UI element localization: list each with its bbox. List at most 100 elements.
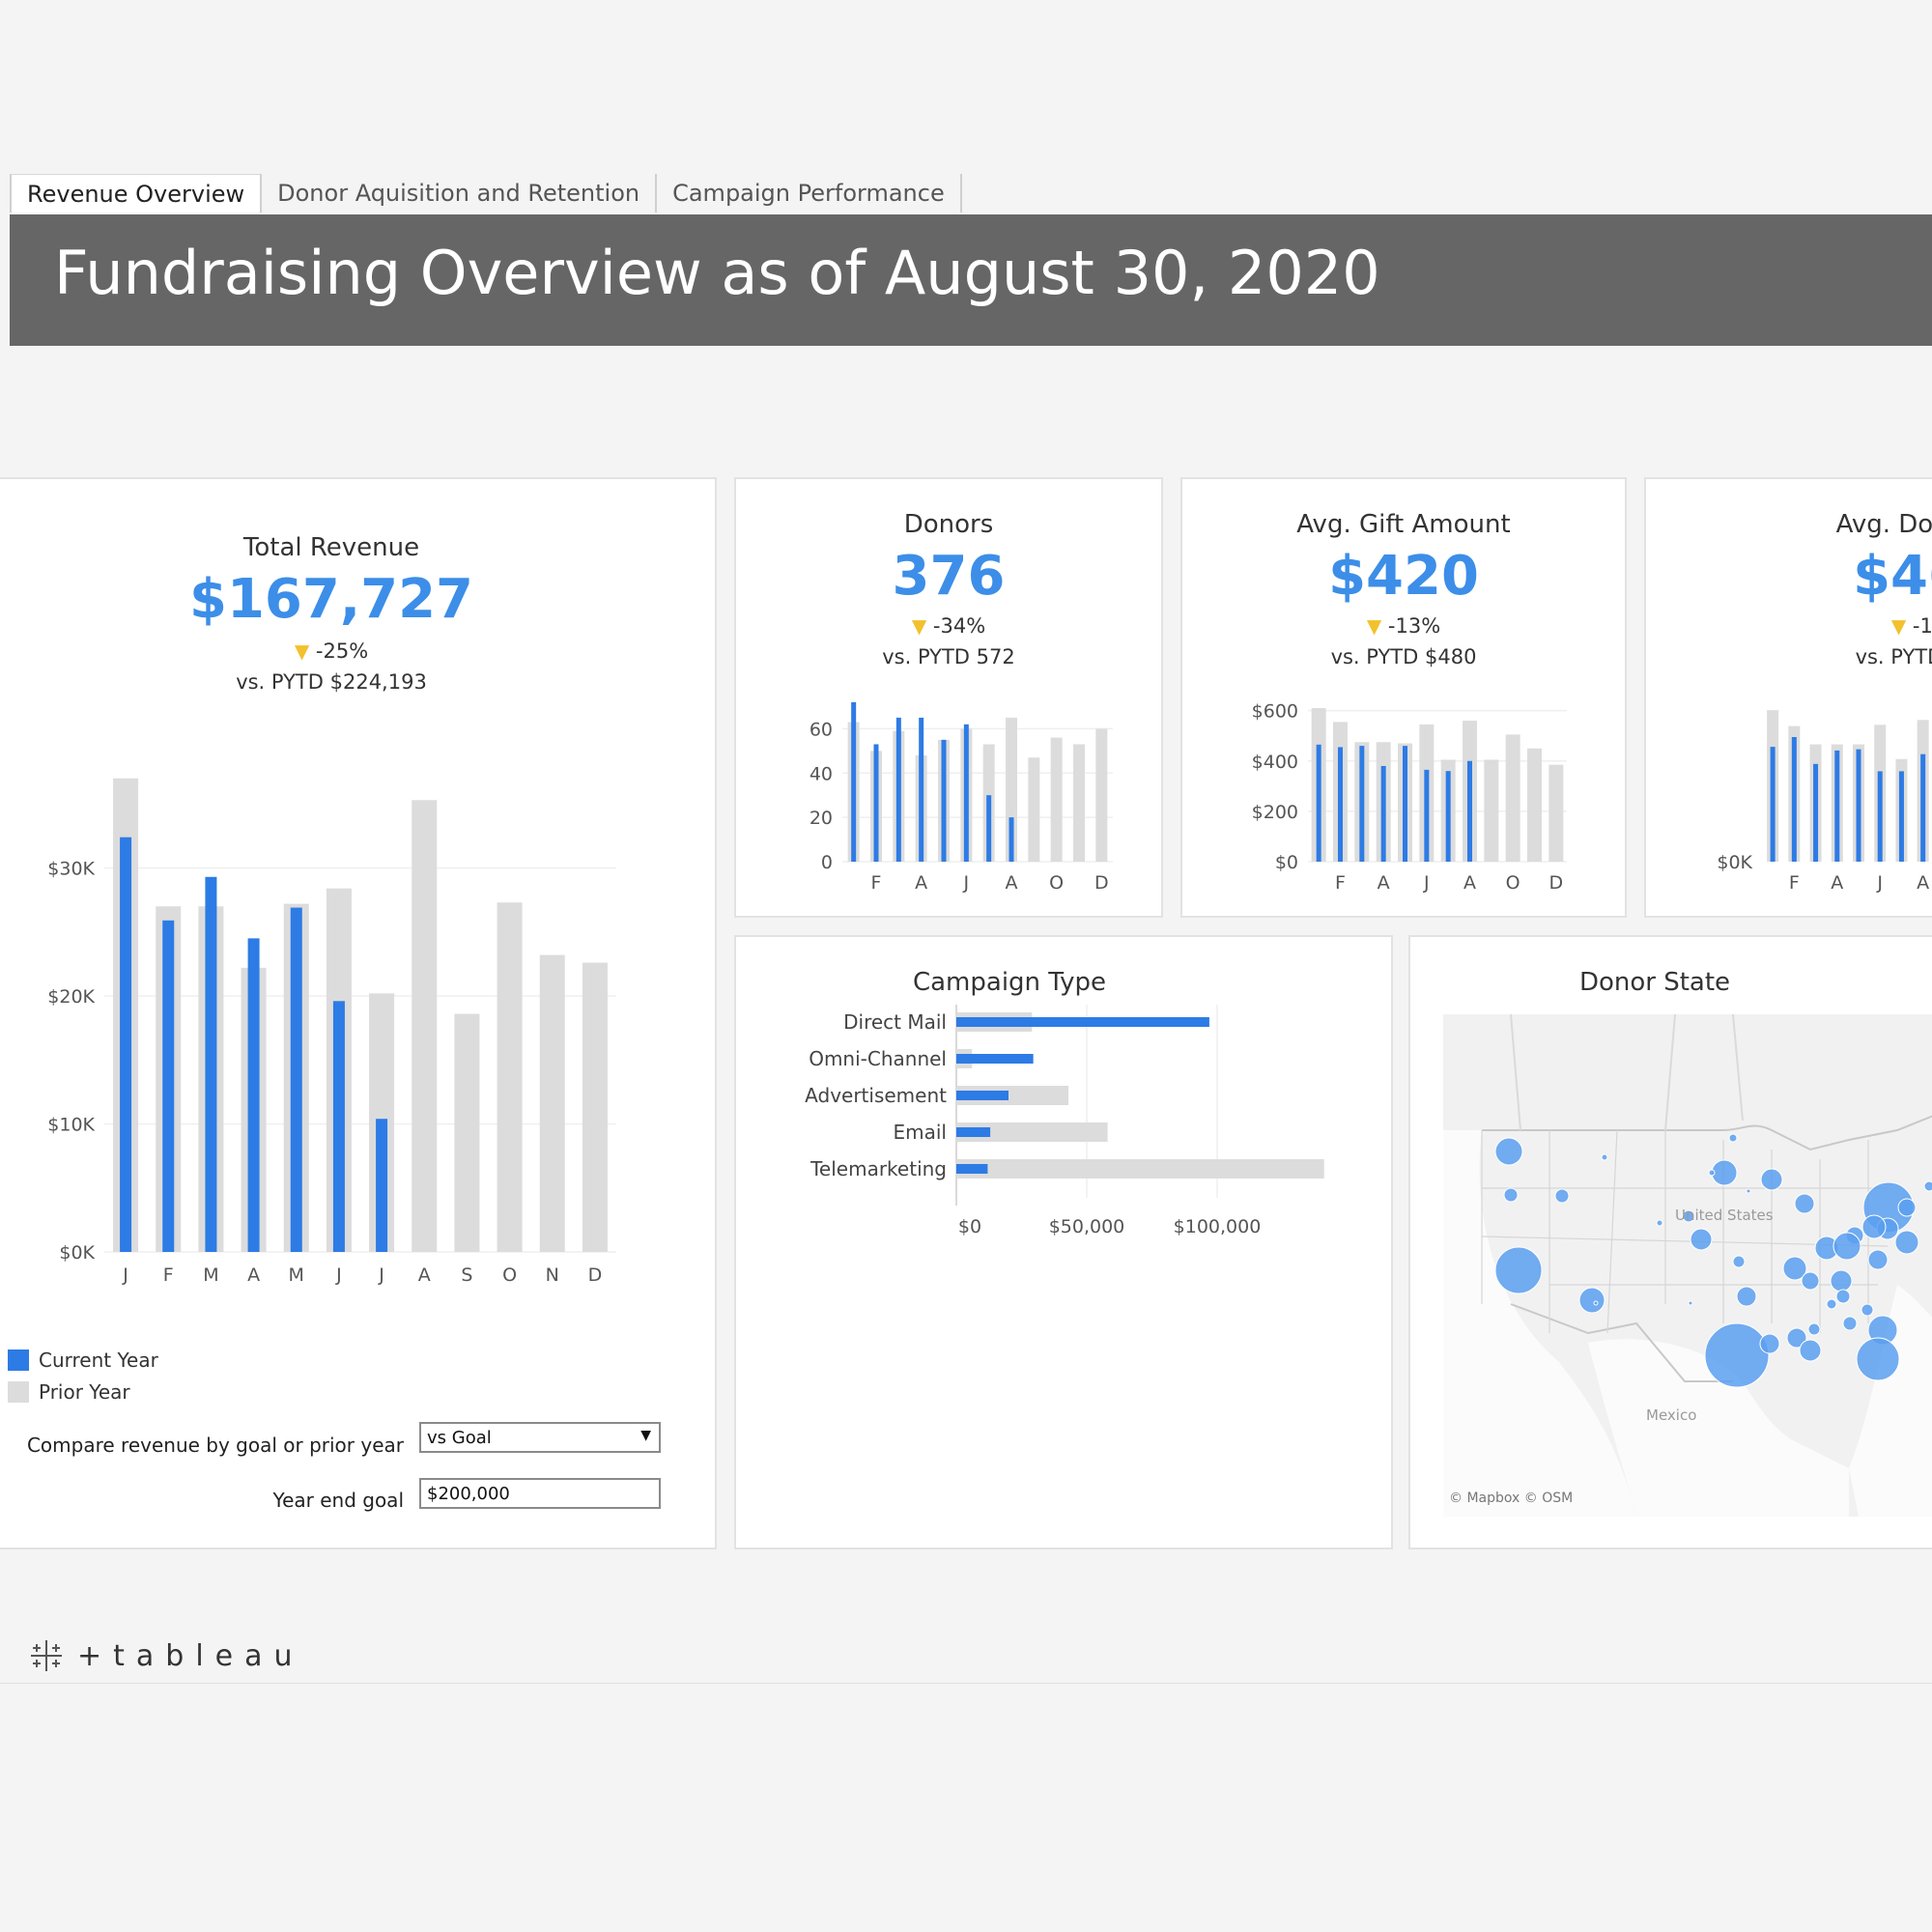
- bar-prior-year[interactable]: [1073, 744, 1085, 862]
- bar-current-year[interactable]: [1813, 763, 1819, 862]
- bar-current-year[interactable]: [1009, 817, 1014, 862]
- state-bubble[interactable]: [1861, 1303, 1874, 1317]
- bar-prior-year[interactable]: [497, 902, 523, 1252]
- bar-prior-year[interactable]: [454, 1013, 480, 1252]
- state-bubble[interactable]: [1503, 1187, 1519, 1203]
- revenue-chart[interactable]: $0K $10K $20K $30K J F M A M J J A S O N D: [0, 721, 717, 1320]
- state-bubble[interactable]: [1786, 1327, 1807, 1349]
- state-bubble[interactable]: [1682, 1209, 1695, 1223]
- state-bubble[interactable]: [1833, 1232, 1861, 1261]
- tab-revenue-overview[interactable]: Revenue Overview: [10, 174, 263, 213]
- avg-gift-chart[interactable]: $0 $200 $400 $600 F A J A O D: [1182, 678, 1627, 918]
- bar-current-year[interactable]: [956, 1091, 1009, 1100]
- bar-current-year[interactable]: [919, 717, 924, 862]
- state-bubble[interactable]: [1826, 1298, 1837, 1310]
- campaign-chart[interactable]: $0 $50,000 $100,000 Direct Mail Omni-Channel…: [736, 995, 1393, 1285]
- state-bubble[interactable]: [1799, 1339, 1822, 1362]
- state-bubble[interactable]: [1688, 1300, 1693, 1306]
- bar-current-year[interactable]: [1898, 771, 1904, 862]
- bar-prior-year[interactable]: [1006, 717, 1017, 862]
- bar-current-year[interactable]: [956, 1127, 991, 1137]
- state-bubble[interactable]: [1801, 1271, 1820, 1291]
- bar-current-year[interactable]: [1359, 746, 1365, 862]
- bar-prior-year[interactable]: [539, 954, 565, 1252]
- state-bubble[interactable]: [1736, 1286, 1757, 1307]
- state-bubble[interactable]: [1867, 1249, 1889, 1270]
- donors-chart[interactable]: 0 20 40 60 F A J A O D: [736, 678, 1163, 918]
- state-bubble[interactable]: [1746, 1188, 1751, 1194]
- bar-current-year[interactable]: [376, 1119, 388, 1252]
- bar-current-year[interactable]: [247, 938, 260, 1252]
- state-bubble[interactable]: [1656, 1219, 1663, 1227]
- bar-current-year[interactable]: [1856, 749, 1861, 862]
- bar-prior-year[interactable]: [956, 1159, 1324, 1179]
- bar-current-year[interactable]: [205, 876, 217, 1252]
- state-bubble[interactable]: [1728, 1133, 1738, 1143]
- tab-campaign-performance[interactable]: Campaign Performance: [657, 174, 962, 213]
- bar-current-year[interactable]: [851, 701, 857, 862]
- bar-current-year[interactable]: [1445, 771, 1451, 862]
- bar-current-year[interactable]: [956, 1017, 1209, 1027]
- state-bubble[interactable]: [1794, 1193, 1815, 1214]
- state-bubble[interactable]: [1856, 1337, 1900, 1381]
- state-bubble[interactable]: [1923, 1180, 1932, 1192]
- state-bubble[interactable]: [1897, 1198, 1917, 1217]
- bar-current-year[interactable]: [290, 907, 302, 1252]
- bar-current-year[interactable]: [956, 1054, 1034, 1064]
- state-bubble[interactable]: [1842, 1316, 1858, 1331]
- bar-prior-year[interactable]: [1548, 764, 1564, 862]
- bar-current-year[interactable]: [1770, 747, 1776, 862]
- bar-current-year[interactable]: [162, 920, 175, 1252]
- bar-prior-year[interactable]: [1505, 734, 1520, 862]
- bar-prior-year[interactable]: [956, 1122, 1108, 1142]
- state-bubble[interactable]: [1494, 1246, 1543, 1294]
- bar-prior-year[interactable]: [1028, 757, 1040, 862]
- state-bubble[interactable]: [1894, 1230, 1919, 1255]
- bar-current-year[interactable]: [1791, 737, 1797, 862]
- state-bubble[interactable]: [1708, 1169, 1716, 1177]
- bar-current-year[interactable]: [941, 739, 947, 862]
- donor-map[interactable]: United States Mexico © Mapbox © OSM: [1443, 1014, 1932, 1517]
- bar-current-year[interactable]: [873, 744, 879, 862]
- state-bubble[interactable]: [1760, 1168, 1783, 1191]
- state-bubble[interactable]: [1732, 1255, 1746, 1268]
- bar-current-year[interactable]: [1403, 746, 1407, 862]
- bar-current-year[interactable]: [1380, 765, 1386, 862]
- state-bubble[interactable]: [1593, 1300, 1599, 1306]
- bar-current-year[interactable]: [1467, 760, 1472, 862]
- avg-donor-chart[interactable]: $0K F A J A: [1646, 678, 1932, 918]
- bar-current-year[interactable]: [332, 1001, 345, 1252]
- bar-current-year[interactable]: [986, 795, 992, 862]
- legend-prior[interactable]: Prior Year: [8, 1380, 130, 1404]
- tableau-brand[interactable]: +tableau: [29, 1638, 304, 1673]
- state-bubble[interactable]: [1830, 1269, 1853, 1293]
- state-bubble[interactable]: [1704, 1322, 1770, 1388]
- bar-current-year[interactable]: [1316, 744, 1321, 862]
- state-bubble[interactable]: [1807, 1322, 1821, 1336]
- bar-current-year[interactable]: [1834, 750, 1840, 862]
- state-bubble[interactable]: [1601, 1153, 1608, 1161]
- bar-prior-year[interactable]: [1095, 728, 1108, 862]
- bar-current-year[interactable]: [1338, 747, 1343, 862]
- bar-prior-year[interactable]: [582, 962, 608, 1252]
- bar-current-year[interactable]: [1877, 771, 1883, 862]
- state-bubble[interactable]: [1554, 1188, 1570, 1204]
- state-bubble[interactable]: [1835, 1289, 1851, 1304]
- bar-prior-year[interactable]: [412, 800, 438, 1252]
- compare-select[interactable]: vs Goal ▼: [419, 1422, 661, 1453]
- bar-current-year[interactable]: [1920, 753, 1926, 862]
- state-bubble[interactable]: [1690, 1228, 1713, 1251]
- goal-input[interactable]: $200,000: [419, 1478, 661, 1509]
- state-bubble[interactable]: [1861, 1214, 1887, 1239]
- bar-prior-year[interactable]: [1484, 759, 1499, 862]
- bar-current-year[interactable]: [1424, 769, 1430, 862]
- tab-donor-acquisition[interactable]: Donor Aquisition and Retention: [262, 174, 658, 213]
- bar-prior-year[interactable]: [1527, 748, 1542, 862]
- legend-current[interactable]: Current Year: [8, 1349, 158, 1372]
- state-bubble[interactable]: [1711, 1159, 1738, 1186]
- state-bubble[interactable]: [1578, 1287, 1605, 1314]
- state-bubble[interactable]: [1782, 1256, 1807, 1281]
- bar-prior-year[interactable]: [1050, 737, 1063, 862]
- state-bubble[interactable]: [1759, 1333, 1780, 1354]
- bar-current-year[interactable]: [956, 1164, 988, 1174]
